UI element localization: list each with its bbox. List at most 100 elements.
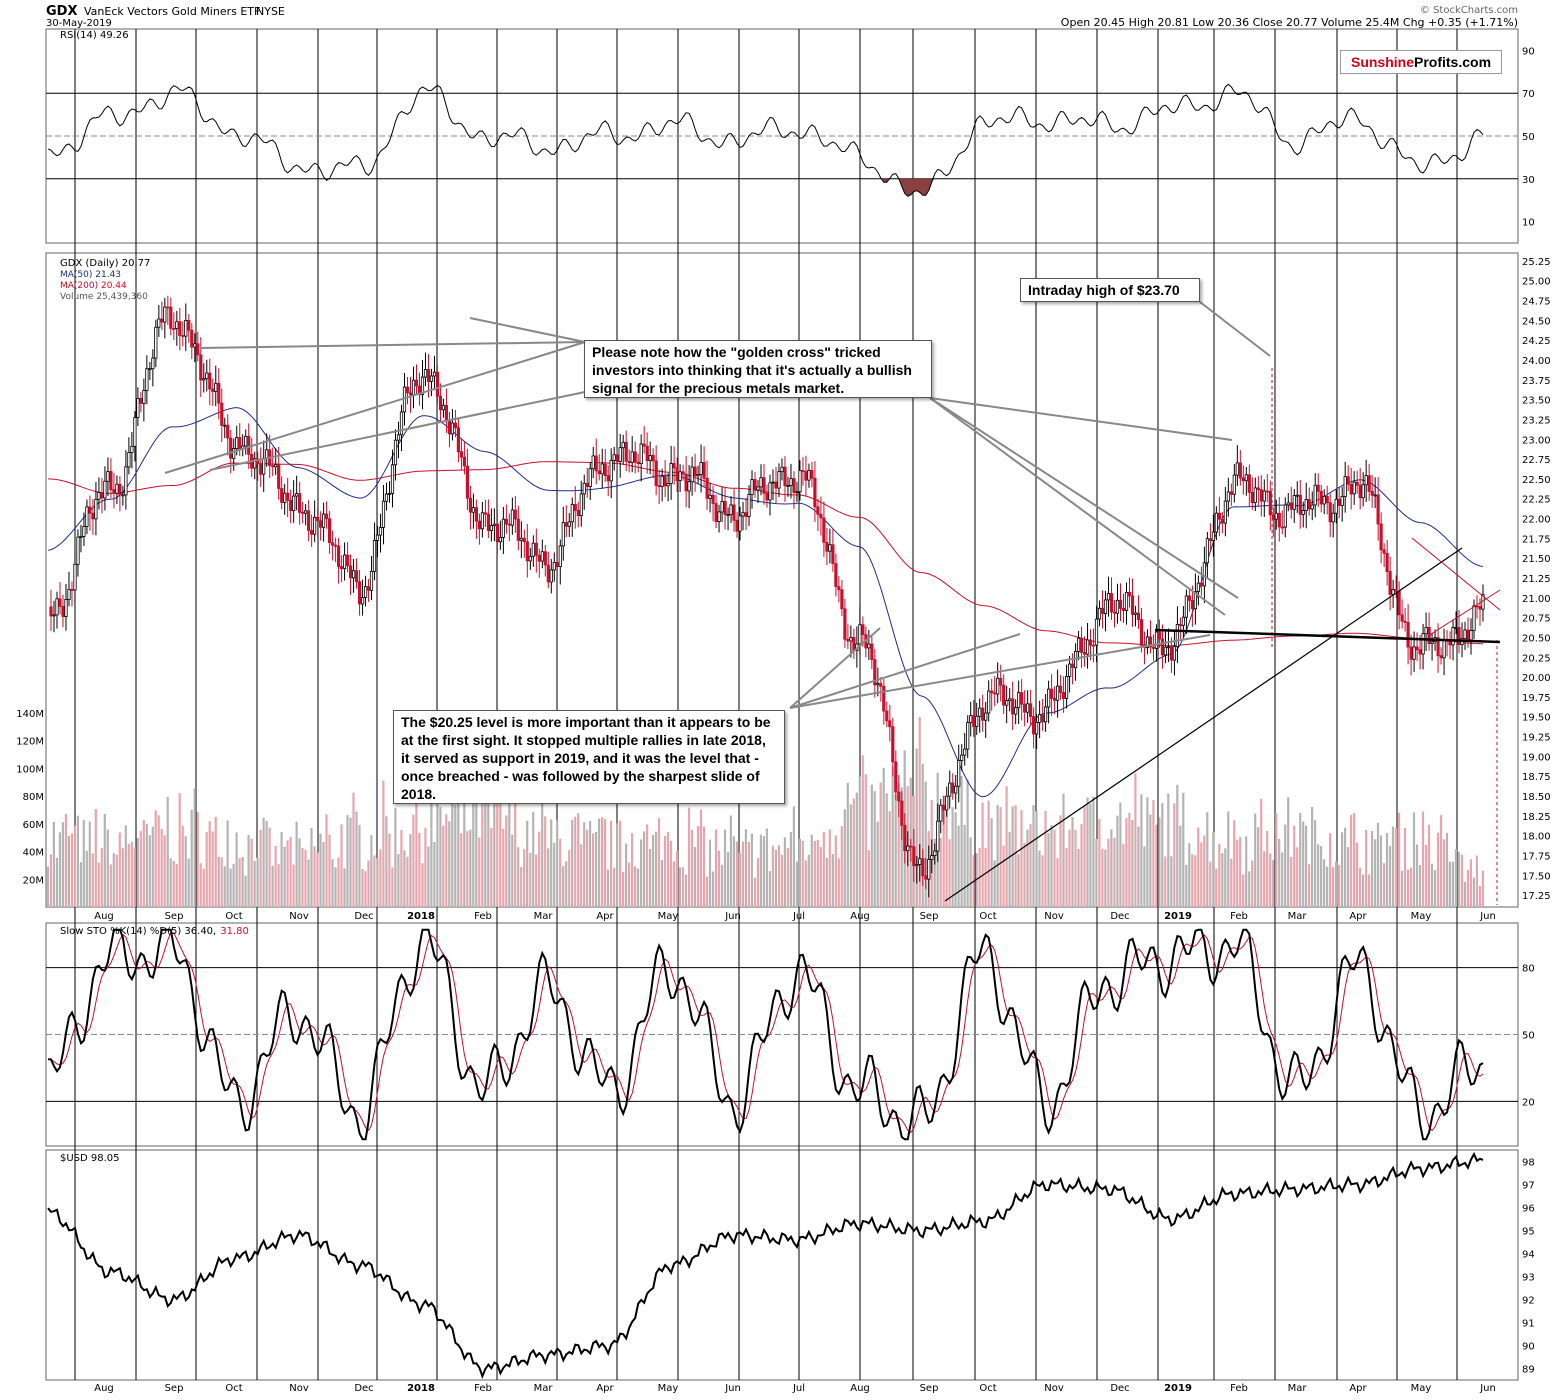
price-tick-label: 17.50 [1522,871,1551,882]
candle-body [1259,489,1263,502]
candle-body [1292,495,1296,510]
annotation-line [789,633,1021,709]
volume-bar [951,807,954,907]
price-x-tick-label: Sep [920,911,939,922]
usd-x-tick-label: Jun [1479,1383,1496,1394]
volume-bar [127,843,130,907]
volume-bar [900,787,903,907]
candle-body [384,493,389,502]
volume-bar [67,836,70,907]
volume-bar [130,841,133,907]
price-tick-label: 20.75 [1522,614,1551,625]
candle-body [1283,504,1287,528]
candle-body [471,507,476,513]
candle-body [166,306,170,309]
volume-bar [897,783,900,907]
candle-body [822,517,826,543]
volume-bar [966,779,969,907]
price-x-tick-label: Mar [534,911,554,922]
volume-bar [61,822,64,907]
volume-bar [634,866,637,907]
volume-bar [457,785,460,907]
candle-body [1385,552,1389,572]
candle-body [1068,663,1072,677]
volume-bar [595,831,598,907]
volume-bar [523,849,526,907]
usd-x-tick-label: Dec [354,1383,373,1394]
volume-bar [765,828,768,907]
volume-bar [1122,844,1125,907]
volume-bar [430,801,433,907]
candle-body [1241,477,1245,482]
volume-bar [993,860,996,907]
volume-bar [849,804,852,907]
volume-bar [97,862,100,907]
volume-bar [256,857,259,907]
candle-body [1466,629,1470,641]
candle-body [1223,500,1227,524]
candle-body [1250,492,1254,504]
volume-bar [622,872,625,907]
candle-body [924,875,928,880]
volume-bar [610,820,613,907]
volume-bar [1478,885,1481,907]
volume-bar [1134,773,1137,907]
candle-body [849,637,853,642]
price-tick-label: 18.00 [1522,832,1551,843]
candle-body [208,372,212,390]
volume-bar [1173,803,1176,907]
candle-body [196,343,200,356]
usd-tick-label: 95 [1522,1227,1535,1238]
candle-body [1316,484,1320,492]
candle-body [312,516,317,535]
volume-bar [424,827,427,907]
usd-tick-label: 89 [1522,1365,1535,1376]
volume-bar [1191,854,1194,907]
candle-body [879,683,883,687]
candle-body [1023,703,1027,713]
volume-bar [873,791,876,907]
volume-bar [625,843,628,907]
candle-body [1017,692,1021,709]
volume-bar [472,786,475,907]
volume-bar [1305,825,1308,907]
volume-bar [858,776,861,907]
volume-bar [1209,861,1212,907]
usd-x-tick-label: 2018 [407,1383,435,1394]
volume-bar [1394,828,1398,907]
volume-bar [819,847,822,907]
candle-body [708,494,712,499]
candle-body [1047,688,1051,708]
candle-body [870,643,874,660]
usd-x-tick-label: Oct [225,1383,242,1394]
candle-body [1127,591,1132,597]
candle-body [885,710,889,722]
annotation-line [469,317,586,343]
candle-body [306,510,311,531]
volume-bar [1284,824,1287,907]
candle-body [1424,627,1428,635]
candle-body [1379,523,1383,551]
volume-bar [337,857,340,907]
candle-body [912,846,916,867]
volume-bar [376,858,379,907]
ma50-line [47,407,1484,798]
candle-body [489,525,494,531]
usd-tick-label: 91 [1522,1319,1535,1330]
volume-bar [367,860,370,907]
candle-body [558,545,562,568]
usd-x-tick-label: Dec [1110,1383,1129,1394]
candle-body [438,395,443,411]
volume-bar [49,854,52,907]
candle-body [1244,474,1248,482]
candle-body [546,564,550,583]
volume-bar [723,829,727,907]
candle-body [891,726,895,763]
volume-bar [466,831,469,907]
volume-bar [1272,860,1275,907]
volume-bar [544,816,547,907]
volume-bar [1155,824,1158,907]
candle-body [247,435,251,455]
candle-body [1020,692,1024,705]
